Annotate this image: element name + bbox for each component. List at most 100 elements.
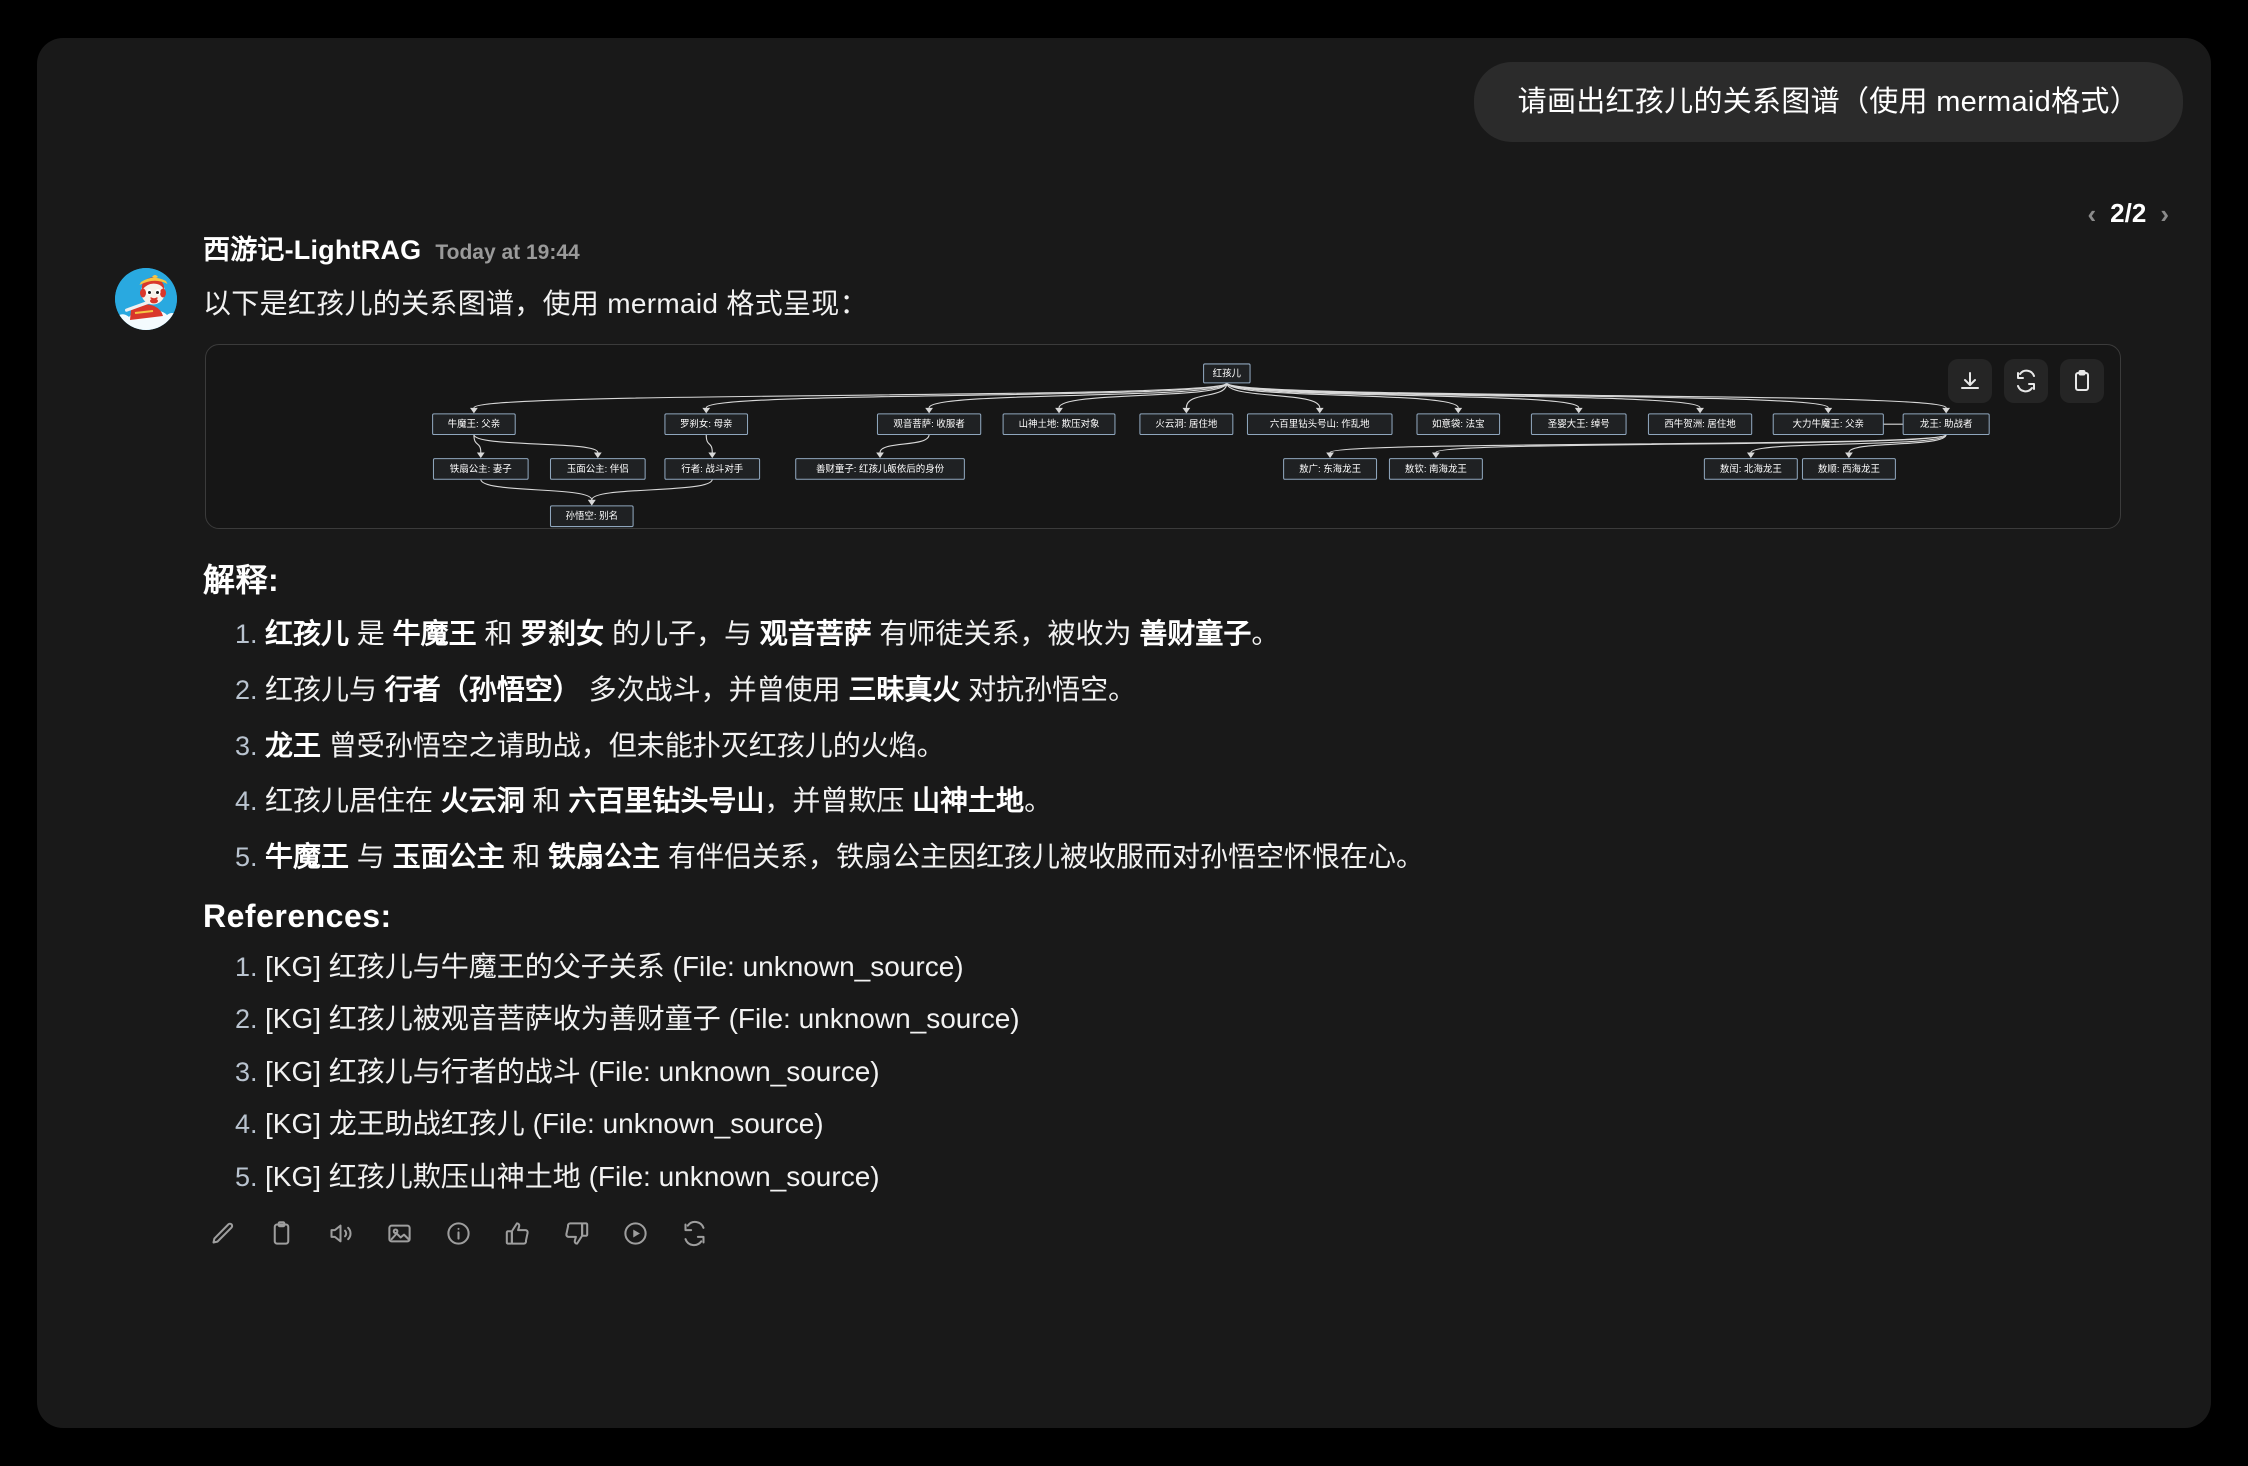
diagram-edge [705,434,713,453]
diagram-node[interactable]: 牛魔王: 父亲 [432,413,516,436]
play-icon[interactable] [618,1217,652,1251]
thumbs-up-icon[interactable] [500,1217,534,1251]
diagram-edge [1226,382,1580,409]
diagram-edge-arrow [708,452,717,459]
clipboard-icon[interactable] [2060,359,2104,403]
diagram-edge-arrow [1432,452,1440,459]
explanation-item-text: 红孩儿居住在 火云洞 和 六百里钻头号山，并曾欺压 山神土地。 [265,785,1053,817]
diagram-node[interactable]: 敖顺: 西海龙王 [1801,458,1896,480]
reference-item-text: [KG] 红孩儿与牛魔王的父子关系 (File: unknown_source) [265,950,964,982]
diagram-edge [591,478,713,501]
diagram-node-label: 罗刹女: 母亲 [680,418,733,430]
explanation-item: 红孩儿 是 牛魔王 和 罗刹女 的儿子，与 观音菩萨 有师徒关系，被收为 善财童… [265,615,2183,653]
diagram-node[interactable]: 大力牛魔王: 父亲 [1772,413,1884,436]
diagram-node[interactable]: 如意袋: 法宝 [1416,413,1501,436]
explanation-item-text: 牛魔王 与 玉面公主 和 铁扇公主 有伴侣关系，铁扇公主因红孩儿被收服而对孙悟空… [265,841,1424,873]
diagram-node-label: 敖广: 东海龙王 [1299,463,1361,475]
diagram-node-label: 圣婴大王: 绰号 [1548,418,1610,430]
diagram-edge [473,382,1228,409]
assistant-header: 西游记-LightRAG Today at 19:44 [203,228,2183,270]
diagram-node-box [1283,458,1378,480]
diagram-edge [473,434,482,453]
diagram-node-box [549,458,646,480]
refresh-icon[interactable] [677,1217,711,1251]
avatar[interactable] [115,268,177,330]
reference-item: [KG] 红孩儿欺压山神土地 (File: unknown_source) [265,1159,2183,1195]
reference-item-text: [KG] 红孩儿欺压山神土地 (File: unknown_source) [265,1160,880,1192]
diagram-node-label: 如意袋: 法宝 [1432,418,1485,430]
diagram-edge [1058,382,1228,409]
diagram-edge [480,478,593,501]
diagram-node[interactable]: 罗刹女: 母亲 [664,413,749,436]
diagram-edge-arrow [1182,407,1191,414]
diagram-node-box [1772,413,1884,436]
explanation-list: 红孩儿 是 牛魔王 和 罗刹女 的儿子，与 观音菩萨 有师徒关系，被收为 善财童… [203,615,2183,876]
clipboard-icon[interactable] [264,1217,298,1251]
diagram-edge-arrow [876,452,884,459]
diagram-node-label: 敖钦: 南海龙王 [1405,463,1467,475]
diagram-edge-arrow [702,407,711,414]
explanation-section: 解释: 红孩儿 是 牛魔王 和 罗刹女 的儿子，与 观音菩萨 有师徒关系，被收为… [203,555,2183,876]
pagination-next-icon[interactable]: › [2160,198,2169,229]
diagram-edge-arrow [925,407,933,414]
diagram-node[interactable]: 敖闰: 北海龙王 [1703,458,1798,480]
diagram-node[interactable]: 红孩儿 [1203,363,1251,384]
diagram-edge [705,382,1228,409]
diagram-edge-arrow [470,407,478,414]
diagram-node-label: 善财童子: 红孩儿皈依后的身份 [816,463,945,475]
diagram-node-label: 敖顺: 西海龙王 [1818,463,1880,475]
diagram-node[interactable]: 火云洞: 居住地 [1139,413,1234,436]
explanation-heading: 解释: [203,562,280,598]
message-pagination: ‹ 2/2 › [2088,198,2170,229]
diagram-node-label: 牛魔王: 父亲 [448,418,501,430]
diagram-edge [1226,382,1947,409]
reference-item-text: [KG] 红孩儿与行者的战斗 (File: unknown_source) [265,1055,880,1087]
image-icon[interactable] [382,1217,416,1251]
diagram-node[interactable]: 玉面公主: 伴侣 [549,458,646,480]
pagination-prev-icon[interactable]: ‹ [2087,198,2097,229]
diagram-node[interactable]: 西牛贺洲: 居住地 [1647,413,1753,436]
info-icon[interactable] [441,1217,475,1251]
explanation-item: 牛魔王 与 玉面公主 和 铁扇公主 有伴侣关系，铁扇公主因红孩儿被收服而对孙悟空… [265,838,2183,876]
diagram-node[interactable]: 善财童子: 红孩儿皈依后的身份 [795,458,965,480]
download-icon[interactable] [1948,359,1992,403]
diagram-node-label: 观音菩萨: 收服者 [893,418,964,430]
diagram-node[interactable]: 观音菩萨: 收服者 [876,413,982,436]
references-list: [KG] 红孩儿与牛魔王的父子关系 (File: unknown_source)… [203,949,2183,1195]
diagram-edge-arrow [1315,407,1324,414]
diagram-node[interactable]: 圣婴大王: 绰号 [1530,413,1627,436]
diagram-edge-arrow [1696,407,1704,414]
diagram-edge [1750,433,1947,454]
diagram-node[interactable]: 山神土地: 欺压对象 [1002,413,1116,436]
diagram-node-box [1002,413,1116,436]
diagram-node[interactable]: 孙悟空: 别名 [549,505,634,528]
message-action-bar [205,1211,2183,1257]
diagram-node-label: 龙王: 助战者 [1920,418,1973,430]
diagram-node[interactable]: 龙王: 助战者 [1902,413,1990,436]
diagram-edge [1226,382,1459,409]
diagram-node-label: 山神土地: 欺压对象 [1019,418,1100,430]
diagram-node-box [1801,458,1896,480]
diagram-node-box [664,458,761,480]
diagram-edge-arrow [1746,452,1755,459]
thumbs-down-icon[interactable] [559,1217,593,1251]
diagram-node[interactable]: 铁扇公主: 妻子 [432,458,529,480]
diagram-node-label: 西牛贺洲: 居住地 [1664,418,1736,430]
diagram-edge [1848,434,1947,453]
speaker-icon[interactable] [323,1217,357,1251]
chat-panel: 请画出红孩儿的关系图谱（使用 mermaid格式） ‹ 2/2 › [37,38,2211,1428]
diagram-node[interactable]: 行者: 战斗对手 [664,458,761,480]
diagram-edge [928,382,1228,409]
diagram-node[interactable]: 敖广: 东海龙王 [1283,458,1378,480]
explanation-item: 龙王 曾受孙悟空之请助战，但未能扑灭红孩儿的火焰。 [265,727,2183,765]
diagram-node-label: 六百里钻头号山: 作乱地 [1270,418,1370,430]
reference-item: [KG] 红孩儿与牛魔王的父子关系 (File: unknown_source) [265,949,2183,985]
explanation-item-text: 红孩儿与 行者（孙悟空） 多次战斗，并曾使用 三昧真火 对抗孙悟空。 [265,673,1137,705]
diagram-node[interactable]: 六百里钻头号山: 作乱地 [1246,413,1393,436]
refresh-icon[interactable] [2004,359,2048,403]
edit-icon[interactable] [205,1217,239,1251]
diagram-node-box [795,458,965,480]
diagram-node-box [1203,363,1251,384]
diagram-node[interactable]: 敖钦: 南海龙王 [1388,458,1483,480]
